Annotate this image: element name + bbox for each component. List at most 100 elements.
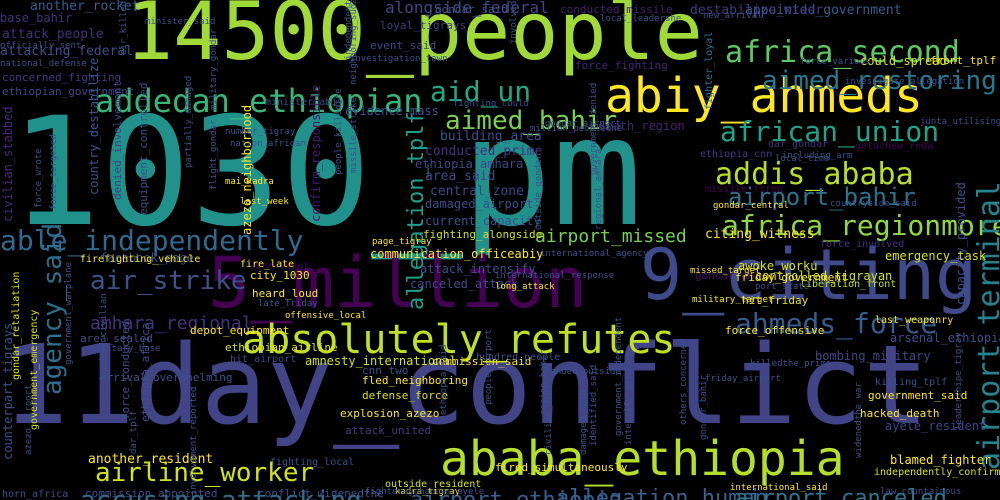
cloud-word: international_response (495, 271, 615, 281)
cloud-word: equipment_controlled (137, 82, 150, 215)
cloud-word: involvement_reported (189, 386, 199, 495)
cloud-word: african_union (720, 115, 940, 148)
cloud-word: government_warplane (64, 262, 74, 365)
cloud-word: attacking_federal (0, 44, 134, 59)
cloud-word: aimed_bahir (445, 106, 618, 136)
cloud-word: arrival_overwhelming (100, 371, 233, 384)
cloud-word: long_attack (495, 282, 555, 292)
cloud-word: 5_million (208, 242, 588, 324)
cloud-word: gondar_airport (545, 119, 621, 129)
cloud-word: ethiopian_airline (225, 341, 338, 354)
cloud-word: loyal_tigrays (380, 19, 467, 32)
cloud-word: destabilize_wider (690, 3, 824, 18)
cloud-word: friday_government (735, 271, 848, 284)
cloud-word: region_bahir (539, 349, 549, 415)
cloud-word: force_conducted (119, 320, 132, 420)
cloud-word: arm_depot (255, 261, 310, 272)
cloud-word: gondar_said (435, 3, 508, 16)
cloud-word: another_rocket (30, 0, 140, 14)
cloud-word: commission_said (432, 355, 532, 368)
cloud-word: liberation_front (800, 279, 897, 290)
cloud-word: force_fighting (575, 59, 668, 72)
cloud-word: area_said (425, 169, 496, 184)
cloud-word: abiy_ahmeds (605, 68, 923, 124)
cloud-word: fighting_could (453, 99, 529, 109)
cloud-word: dar_gondar (768, 139, 829, 150)
cloud-word: military_target (692, 295, 774, 305)
cloud-word: gondar_retaliation (11, 271, 22, 380)
cloud-word: military_base (90, 344, 161, 354)
cloud-word: ahmeds_force (735, 307, 938, 340)
cloud-word: central_zone (430, 184, 524, 199)
cloud-word: attack_united (345, 424, 432, 437)
cloud-word: ethiopia_cnn (700, 149, 773, 160)
cloud-word: air_strike (90, 266, 247, 296)
cloud-word: force_various (800, 57, 871, 67)
cloud-word: page_tigray (372, 237, 432, 247)
cloud-word: hundred_civilian (99, 293, 109, 380)
cloud-word: law_countainous (880, 487, 962, 497)
cloud-word: missed_target (690, 266, 761, 276)
cloud-word: building_area (440, 129, 542, 144)
cloud-word: number_tigray (225, 127, 296, 137)
cloud-word: offensive_local (285, 311, 367, 321)
cloud-word: independently_confirm (874, 467, 1000, 478)
cloud-word: international_said (730, 483, 828, 493)
cloud-word: 11day_conflict (2, 321, 930, 449)
cloud-word: blamed_fighter (890, 453, 992, 467)
cloud-word: gondar_central (713, 201, 789, 211)
cloud-word: arsenal_ethiopian (890, 331, 1000, 345)
cloud-word: million_peopleone (530, 124, 623, 134)
cloud-word: commission_appointed (85, 487, 218, 500)
cloud-word: airport_canceled (735, 486, 947, 500)
cloud-word: damaged_said (579, 389, 589, 455)
cloud-word: awoke_worku (738, 259, 818, 273)
cloud-word: africa_second (725, 35, 960, 70)
cloud-word: addedan_ethiopian (95, 82, 423, 120)
cloud-word: could_spread (860, 54, 947, 68)
cloud-word: cnn_two (362, 364, 409, 377)
cloud-word: communication_officeabiy (370, 247, 544, 261)
cloud-word: local_time (775, 154, 830, 164)
cloud-word: landed_outside (545, 367, 621, 377)
cloud-word: denied_involvement (111, 80, 124, 200)
cloud-word: force_targeted (49, 134, 59, 210)
cloud-word: 1030_pm (10, 86, 643, 260)
cloud-word: killedthe_prime (750, 359, 832, 369)
cloud-word: agency_said (38, 222, 68, 395)
cloud-word: amhara_regional (90, 313, 253, 334)
cloud-word: azezo_neighborhood (240, 104, 254, 235)
cloud-word: government_independent (614, 316, 624, 436)
cloud-word: last_week (240, 197, 289, 207)
cloud-word: flight_gondar (209, 119, 219, 190)
cloud-word: allegation_human (556, 486, 768, 500)
cloud-word: junta_utilising (920, 117, 1000, 127)
cloud-word: base_bahir (0, 11, 73, 25)
cloud-word: last_weaponry (875, 315, 954, 326)
cloud-word: conflict_widenedthe (258, 487, 384, 500)
cloud-word: aid_un (430, 75, 532, 108)
cloud-word: hacked_death (860, 407, 940, 420)
cloud-word: missile_strike (349, 97, 359, 173)
cloud-word: 14500_people (125, 0, 703, 78)
cloud-word: able_independently (0, 224, 304, 257)
cloud-word: people_airport (484, 329, 494, 405)
cloud-word: international_agency (540, 249, 649, 259)
cloud-word: intensify_getachew (624, 347, 634, 445)
cloud-word: amnesty_international (305, 354, 457, 368)
cloud-word: fighting_alongside (423, 228, 543, 241)
cloud-word: identified_said (589, 364, 599, 446)
cloud-word: airport_bahir (728, 183, 916, 211)
cloud-word: outside_gondar (534, 154, 544, 230)
cloud-word: minister_said (145, 17, 216, 27)
cloud-word: outside_resident (385, 479, 482, 490)
cloud-word: firefighting_vehicle (80, 254, 201, 265)
cloud-word: local_leadershe (600, 14, 682, 24)
cloud-word: conducted_prime (425, 144, 543, 159)
cloud-word: fired_simultaneously (495, 461, 628, 474)
cloud-word: civilian_stabbed (1, 106, 15, 222)
cloud-word: concerned_fighting (2, 71, 122, 84)
cloud-word: nation_african (230, 139, 306, 149)
cloud-word: widenedthe_war (854, 382, 864, 458)
cloud-word: killing_tplf (875, 377, 948, 388)
